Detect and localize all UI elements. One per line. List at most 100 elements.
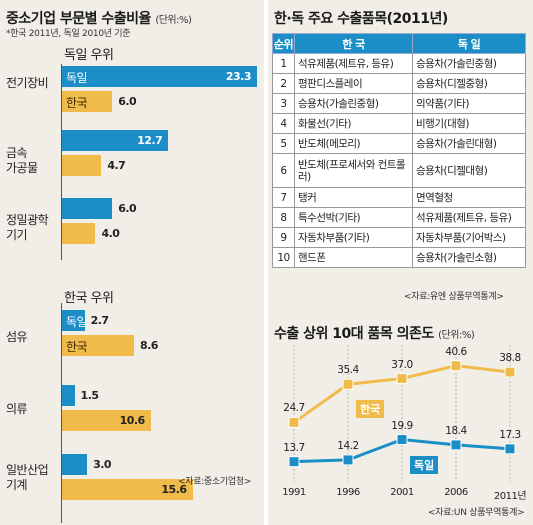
x-tick-label: 2011년 [493, 491, 527, 502]
germany-item-cell: 비행기(대형) [412, 113, 526, 134]
bar-value-label: 15.6 [161, 483, 187, 496]
series-label-germany: 독일 [66, 315, 88, 329]
germany-bar: 독일 [62, 310, 88, 331]
data-point-marker [504, 366, 516, 378]
germany-bar [62, 454, 88, 475]
category-label: 정밀광학 기기 [6, 213, 49, 242]
bar-value-label: 4.0 [101, 227, 120, 240]
korea-item-cell: 자동차부품(기타) [294, 227, 413, 248]
series-label-korea: 한국 [66, 340, 88, 354]
category-label: 전기장비 [6, 76, 49, 90]
rank-cell: 7 [272, 187, 295, 208]
germany-item-cell: 의약품(기타) [412, 93, 526, 114]
table-row: 5 반도체(메모리) 승용차(가솔린대형) [272, 133, 526, 154]
rank-cell: 5 [272, 133, 295, 154]
category-label: 일반산업 기계 [6, 463, 49, 492]
bar-value-label: 12.7 [137, 134, 163, 147]
axis-line-2 [61, 303, 62, 523]
germany-item-cell: 승용차(가솔린중형) [412, 53, 526, 74]
rank-cell: 6 [272, 153, 295, 188]
series-label-germany: 독일 [66, 71, 88, 85]
rank-cell: 1 [272, 53, 295, 74]
bar-value-label: 10.6 [119, 414, 146, 427]
rank-cell: 3 [272, 93, 295, 114]
rank-cell: 8 [272, 207, 295, 228]
series-tag-germany: 독일 [410, 455, 439, 474]
data-point-marker [396, 434, 408, 446]
bar-chart-source: <자료:중소기업청> [178, 477, 252, 487]
germany-item-cell: 면역혈청 [412, 187, 526, 208]
group-german-lead-label: 독일 우위 [64, 48, 114, 63]
rank-cell: 9 [272, 227, 295, 248]
germany-item-cell: 승용차(디젤중형) [412, 73, 526, 94]
data-point-marker [342, 378, 354, 390]
data-point-label: 24.7 [283, 402, 305, 415]
korea-item-cell: 승용차(가솔린중형) [294, 93, 413, 114]
category-label: 의류 [6, 402, 28, 416]
table-row: 6 반도체(프로세서와 컨트롤러) 승용차(디젤대형) [272, 153, 526, 188]
table-row: 8 특수선박(기타) 석유제품(제트유, 등유) [272, 207, 526, 228]
x-tick-label: 1996 [336, 487, 360, 498]
table-row: 9 자동차부품(기타) 자동차부품(기어박스) [272, 227, 526, 248]
korea-item-cell: 반도체(메모리) [294, 133, 413, 154]
korea-bar [62, 223, 96, 244]
table-row: 3 승용차(가솔린중형) 의약품(기타) [272, 93, 526, 114]
axis-line-1 [61, 64, 62, 260]
table-header-1: 한 국 [294, 33, 413, 54]
data-point-marker [342, 454, 354, 466]
bar-value-label: 6.0 [118, 202, 137, 215]
category-label: 섬유 [6, 330, 28, 344]
germany-item-cell: 승용차(가솔린소형) [412, 247, 526, 268]
data-point-label: 13.7 [283, 441, 305, 454]
table-source: <자료:유엔 상품무역통계> [404, 292, 504, 302]
korea-bar: 한국 [62, 91, 113, 112]
data-point-label: 18.4 [445, 424, 467, 437]
data-point-label: 19.9 [391, 419, 413, 432]
bar-value-label: 3.0 [93, 458, 112, 471]
germany-item-cell: 석유제품(제트유, 등유) [412, 207, 526, 228]
germany-item-cell: 승용차(가솔린대형) [412, 133, 526, 154]
data-point-label: 14.2 [337, 439, 359, 452]
korea-bar: 10.6 [62, 410, 151, 431]
bar-value-label: 2.7 [90, 314, 110, 327]
germany-bar: 독일 23.3 [62, 66, 257, 87]
korea-item-cell: 특수선박(기타) [294, 207, 413, 228]
data-point-marker [288, 416, 300, 428]
germany-bar [62, 385, 75, 406]
data-point-marker [450, 360, 462, 372]
korea-item-cell: 핸드폰 [294, 247, 413, 268]
bar-value-label: 6.0 [118, 95, 137, 108]
germany-bar [62, 198, 113, 219]
korea-bar: 한국 [62, 335, 134, 356]
data-point-label: 37.0 [391, 358, 413, 371]
table-row: 1 석유제품(제트유, 등유) 승용차(가솔린중형) [272, 53, 526, 74]
bar-value-label: 8.6 [139, 339, 159, 352]
x-tick-label: 2001 [390, 487, 414, 498]
bar-value-label: 1.5 [80, 389, 100, 402]
left-panel: 중소기업 부문별 수출비율 (단위:%) *한국 2011년, 독일 2010년… [0, 0, 264, 525]
bar-chart-title: 중소기업 부문별 수출비율 (단위:%) [6, 11, 192, 27]
korea-item-cell: 반도체(프로세서와 컨트롤러) [294, 153, 413, 188]
table-title: 한·독 주요 수출품목(2011년) [274, 11, 448, 27]
table-body: 1 석유제품(제트유, 등유) 승용차(가솔린중형) 2 평판디스플레이 승용차(디젤중형… [272, 53, 526, 268]
germany-item-cell: 자동차부품(기어박스) [412, 227, 526, 248]
korea-bar: 15.6 [62, 479, 193, 500]
korea-item-cell: 탱커 [294, 187, 413, 208]
data-point-label: 17.3 [499, 428, 521, 441]
data-point-label: 38.8 [499, 352, 521, 365]
series-tag-korea: 한국 [356, 400, 385, 419]
line-chart-svg [288, 345, 516, 482]
data-point-marker [288, 456, 300, 468]
x-tick-label: 2006 [444, 487, 468, 498]
bar-value-label: 4.7 [107, 159, 126, 172]
data-point-marker [450, 439, 462, 451]
table-header-0: 순위 [272, 33, 295, 54]
korea-bar [62, 155, 102, 176]
group-korea-lead-label: 한국 우위 [64, 291, 114, 306]
line-chart-source: <자료:UN 상품무역통계> [428, 508, 525, 518]
data-point-marker [504, 443, 516, 455]
korea-item-cell: 석유제품(제트유, 등유) [294, 53, 413, 74]
